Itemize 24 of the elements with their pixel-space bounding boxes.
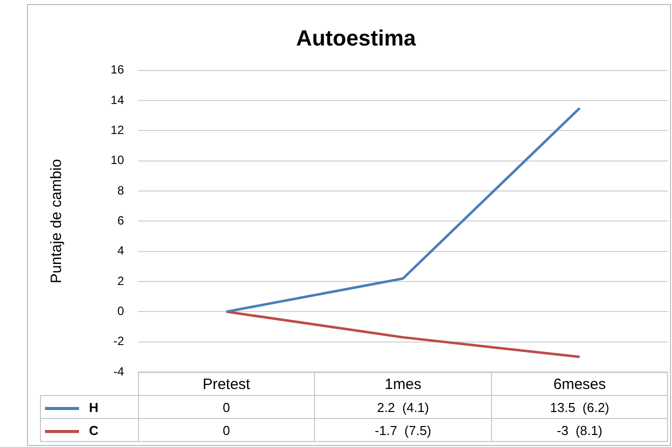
y-tick-label: 12 xyxy=(110,123,124,138)
y-tick-label: 4 xyxy=(117,244,124,258)
x-tick-label: 1mes xyxy=(314,372,492,396)
y-axis-title: Puntaje de cambio xyxy=(48,159,66,284)
data-label: 0 xyxy=(138,418,315,442)
x-tick-label: 6meses xyxy=(491,372,668,396)
y-tick-label: -4 xyxy=(113,364,124,378)
y-tick-label: 6 xyxy=(117,214,124,228)
chart-title: Autoestima xyxy=(296,25,417,50)
x-tick-label: Pretest xyxy=(138,372,315,396)
y-tick-label: 2 xyxy=(117,274,124,288)
y-tick-label: -2 xyxy=(113,334,124,348)
legend-label: C xyxy=(89,422,98,438)
data-label: 2.2 (4.1) xyxy=(314,396,492,418)
data-label: 13.5 (6.2) xyxy=(491,396,668,418)
data-label: 0 xyxy=(138,396,315,418)
data-label: -3 (8.1) xyxy=(491,418,668,442)
legend-label: H xyxy=(89,400,98,414)
y-tick-label: 16 xyxy=(110,62,124,77)
y-tick-label: 14 xyxy=(110,92,124,107)
y-tick-label: 8 xyxy=(117,183,124,198)
y-tick-label: 0 xyxy=(117,304,124,318)
y-tick-label: 10 xyxy=(110,153,124,168)
data-label: -1.7 (7.5) xyxy=(314,418,492,442)
